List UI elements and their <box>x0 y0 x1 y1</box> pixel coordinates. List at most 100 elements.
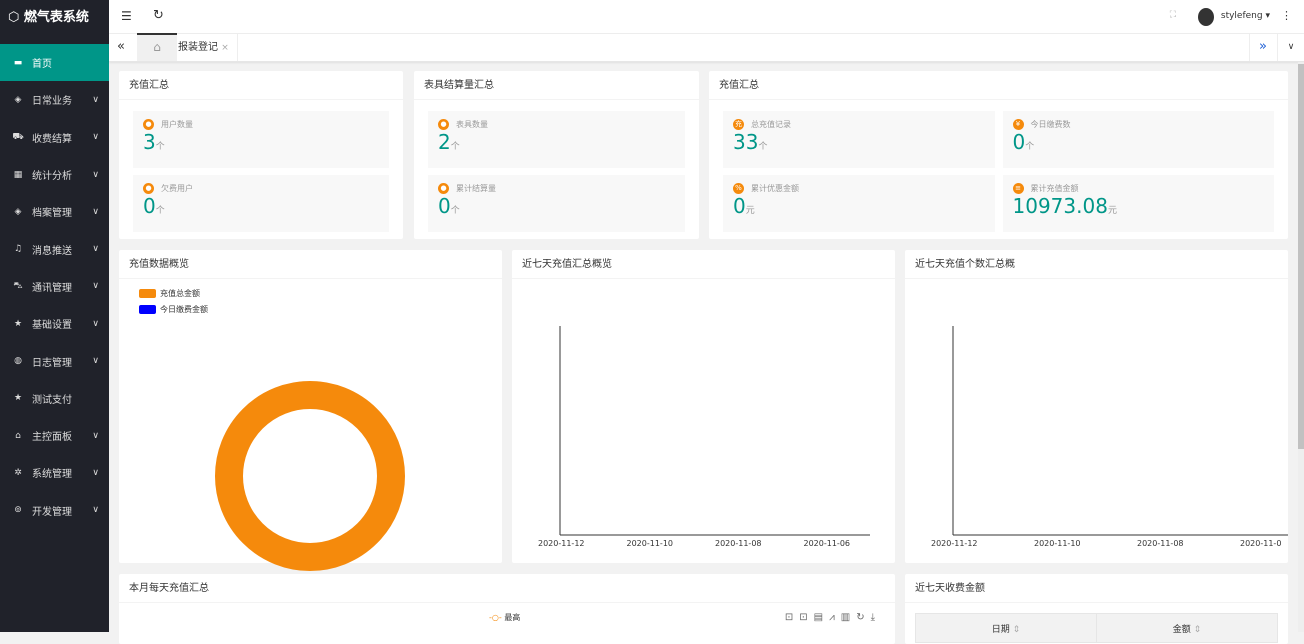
download-icon[interactable]: ⤓ <box>870 612 881 623</box>
stat-tile: ● 累计结算量 0个 <box>428 175 685 232</box>
stat-tile: % 累计优惠金额 0元 <box>723 175 995 232</box>
stat-tile: ● 用户数量 3个 <box>133 111 389 168</box>
cube-icon: ⬡ <box>8 10 24 25</box>
tab-bar: « ⌂ 报装登记 × » ∨ <box>109 33 1304 62</box>
x-tick-label: 2020-11-10 <box>1034 539 1081 548</box>
stat-icon: % <box>733 183 744 194</box>
column-header-amount[interactable]: 金额 ⇕ <box>1172 625 1202 635</box>
chevron-down-icon: ∨ <box>92 430 99 441</box>
stat-tile: ● 表具数量 2个 <box>428 111 685 168</box>
data-view-icon[interactable]: ▤ <box>813 612 830 623</box>
chevron-down-icon: ∨ <box>92 318 99 329</box>
bell-icon: ♫ <box>13 244 23 255</box>
sidebar-item[interactable]: ▬ 首页 <box>0 44 109 82</box>
home-icon: ⌂ <box>15 430 21 441</box>
x-tick-label: 2020-11-0 <box>1240 539 1282 548</box>
chevron-down-icon: ∨ <box>92 467 99 478</box>
line-chart-card: 近七天充值汇总概览 2020-11-12 2020-11-10 2020-11-08… <box>512 250 895 563</box>
sidebar-item[interactable]: ★ 基础设置 ∨ <box>13 318 99 332</box>
sidebar-item[interactable]: ✲ 系统管理 ∨ <box>0 454 109 491</box>
layers-icon: ◈ <box>14 94 22 105</box>
x-tick-label: 2020-11-08 <box>715 539 762 548</box>
line-icon[interactable]: ⩘ <box>829 612 841 623</box>
recharge-total-card: 充值汇总充总充值记录 33个 ¥ 今日缴费数 0个% 累计优惠金额 0元 ≡ 累计充值金额 109… <box>709 71 1288 239</box>
header: ☰ ↻ ⛶ stylefeng ▾ ⋮ <box>109 0 1304 34</box>
legend-item[interactable]: -○- 最高 <box>489 613 521 622</box>
sidebar-item[interactable]: ▦ 统计分析 ∨ <box>13 169 99 183</box>
tab-home[interactable]: ⌂ <box>137 33 177 61</box>
column-header-date[interactable]: 日期 ⇕ <box>916 614 1097 642</box>
stat-tile: ● 欠费用户 0个 <box>133 175 389 232</box>
bar-icon[interactable]: ▥ <box>840 612 857 623</box>
x-tick-label: 2020-11-10 <box>626 539 674 548</box>
avatar[interactable] <box>1198 8 1214 26</box>
chart-toolbox: ⊡⊡▤⩘▥↻⤓ <box>785 612 881 623</box>
stat-icon: ● <box>438 119 449 130</box>
chevron-down-icon: ∨ <box>92 505 99 516</box>
dev-icon: ⊚ <box>14 505 22 516</box>
pie-slice[interactable] <box>215 381 405 571</box>
chevron-down-icon: ∨ <box>92 94 99 105</box>
chevron-down-icon: ∨ <box>92 244 99 255</box>
chevron-down-icon: ∨ <box>92 356 99 367</box>
close-icon[interactable]: × <box>221 43 229 53</box>
more-icon[interactable]: ⋮ <box>1281 9 1292 22</box>
x-tick-label: 2020-11-12 <box>538 539 585 548</box>
fullscreen-icon[interactable]: ⛶ <box>1169 10 1176 20</box>
sidebar: ⬡ 燃气表系统 ▬ 首页 ◈ 日常业务 ∨ ⛟ 收费结算 ∨ ▦ 统计分析 ∨ ◈ 档案管理 ∨ ♫ 消息推送… <box>0 0 109 632</box>
line-chart-card: 近七天充值个数汇总概 2020-11-12 2020-11-10 2020-11-0… <box>905 250 1288 563</box>
legend-item[interactable]: 今日缴费金额 <box>139 304 208 315</box>
sort-icon[interactable]: ⇕ <box>1193 625 1202 635</box>
layers-icon: ◈ <box>14 206 22 217</box>
recharge-summary-card: 充值汇总 ● 用户数量 3个 ● 欠费用户 0个 <box>119 71 403 239</box>
sidebar-item[interactable]: ⊚ 开发管理 ∨ <box>0 492 109 529</box>
stat-tile: ¥ 今日缴费数 0个 <box>1002 111 1274 168</box>
restore-icon[interactable]: ↻ <box>856 612 871 623</box>
stat-icon: ¥ <box>1012 119 1024 130</box>
sort-icon[interactable]: ⇕ <box>1012 625 1021 635</box>
scroll-left-icon[interactable]: « <box>117 39 125 54</box>
scroll-right-icon[interactable]: » <box>1249 34 1276 61</box>
stat-icon: ● <box>438 183 449 194</box>
scrollbar[interactable] <box>1298 62 1304 632</box>
chevron-down-icon: ∨ <box>92 169 99 180</box>
sidebar-item[interactable]: ◈ 日常业务 ∨ <box>0 81 109 118</box>
stat-icon: ● <box>143 183 154 194</box>
sidebar-item[interactable]: ⛍ 通讯管理 ∨ <box>13 280 99 294</box>
meter-summary-card: 表具结算量汇总 ● 表具数量 2个 ● 累计结算量 0个 <box>414 71 699 239</box>
sidebar-item[interactable]: ◍ 日志管理 ∨ <box>0 342 109 379</box>
refresh-icon[interactable]: ↻ <box>153 8 164 23</box>
user-menu[interactable]: stylefeng ▾ <box>1220 11 1270 21</box>
star-icon: ★ <box>13 318 23 329</box>
monthly-chart-card: 本月每天充值汇总 -○- 最高 ⊡⊡▤⩘▥↻⤓ <box>119 574 895 644</box>
menu-toggle-icon[interactable]: ☰ <box>121 9 132 23</box>
cart-icon: ⛟ <box>12 131 24 142</box>
stat-icon: ≡ <box>1012 183 1024 194</box>
fee-table-card: 近七天收费金额 日期 ⇕ 金额 ⇕ <box>905 574 1288 644</box>
star-icon: ★ <box>13 393 23 404</box>
gear-icon: ✲ <box>14 467 22 478</box>
sidebar-item[interactable]: ⛟ 收费结算 ∨ <box>12 131 99 145</box>
stat-icon: 充 <box>733 119 744 130</box>
pie-chart-card: 充值数据概览 充值总金额 今日缴费金额 <box>119 250 502 571</box>
zoom-icon[interactable]: ⊡ <box>784 612 800 623</box>
car-icon: ⛍ <box>13 280 23 291</box>
chevron-down-icon[interactable]: ∨ <box>1277 34 1304 61</box>
log-icon: ◍ <box>14 356 22 367</box>
sidebar-item[interactable]: ★ 测试支付 <box>13 393 72 406</box>
tab-register[interactable]: 报装登记 × <box>178 34 238 61</box>
sidebar-item[interactable]: ♫ 消息推送 ∨ <box>13 244 99 257</box>
table-icon: ▦ <box>13 169 23 180</box>
x-tick-label: 2020-11-08 <box>1137 539 1184 548</box>
chevron-down-icon: ∨ <box>92 132 99 143</box>
sidebar-item[interactable]: ⌂ 主控面板 ∨ <box>0 417 109 454</box>
legend-item[interactable]: 充值总金额 <box>139 288 200 299</box>
stat-tile: 充总充值记录 33个 <box>723 111 995 168</box>
line-chart <box>952 326 1288 536</box>
zoom-reset-icon[interactable]: ⊡ <box>799 612 814 623</box>
x-tick-label: 2020-11-12 <box>931 539 978 548</box>
app-logo[interactable]: ⬡ 燃气表系统 <box>8 10 89 25</box>
stat-icon: ● <box>143 119 154 130</box>
line-chart <box>559 326 870 536</box>
sidebar-item[interactable]: ◈ 档案管理 ∨ <box>0 193 109 230</box>
